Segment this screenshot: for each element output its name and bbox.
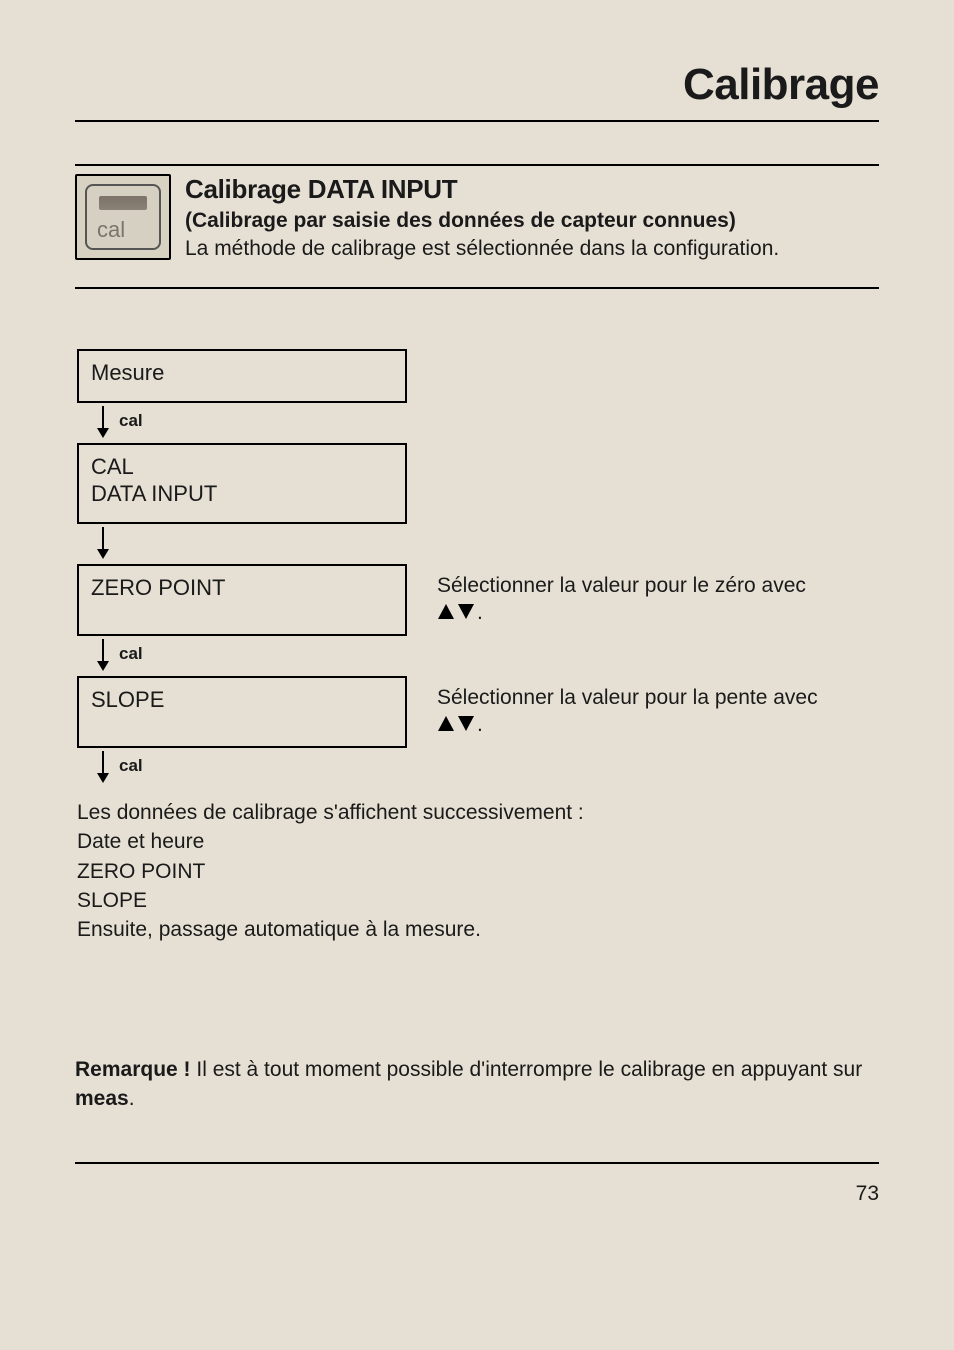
flow-box-line: DATA INPUT: [91, 481, 217, 506]
page-number: 73: [75, 1182, 879, 1206]
separator: [75, 287, 879, 289]
flow-box-cal-data-input: CAL DATA INPUT: [77, 443, 407, 524]
post-flow-text: Les données de calibrage s'affichent suc…: [77, 798, 879, 945]
note-bold: Remarque !: [75, 1058, 191, 1081]
top-rule: [75, 164, 879, 166]
down-arrow-icon: [95, 639, 111, 673]
down-arrow-icon: [95, 751, 111, 785]
flow-arrow-label: cal: [119, 411, 143, 435]
cal-key-image: cal: [75, 174, 171, 260]
flow-box-zero-point: ZERO POINT: [77, 564, 407, 636]
post-line: ZERO POINT: [77, 857, 879, 886]
note-paragraph: Remarque ! Il est à tout moment possible…: [75, 1055, 879, 1114]
flow-arrow: cal: [77, 748, 879, 788]
note-meas: meas: [75, 1087, 129, 1110]
desc-text: Sélectionner la valeur pour la pente ave…: [437, 686, 818, 709]
desc-text: .: [477, 713, 483, 736]
flow-arrow-label: cal: [119, 756, 143, 780]
section-subheading: (Calibrage par saisie des données de cap…: [185, 209, 879, 233]
flow-arrow: cal: [77, 403, 879, 443]
page-title: Calibrage: [75, 60, 879, 122]
flow-arrow: cal: [77, 636, 879, 676]
post-line: Ensuite, passage automatique à la mesure…: [77, 915, 879, 944]
note-text: Il est à tout moment possible d'interrom…: [191, 1058, 863, 1081]
post-line: Les données de calibrage s'affichent suc…: [77, 798, 879, 827]
down-arrow-icon: [95, 406, 111, 440]
flow-arrow-label: cal: [119, 644, 143, 668]
flow-box-slope: SLOPE: [77, 676, 407, 748]
note-end: .: [129, 1087, 135, 1110]
down-arrow-icon: [95, 527, 111, 561]
post-line: SLOPE: [77, 886, 879, 915]
flow-desc-slope: Sélectionner la valeur pour la pente ave…: [437, 676, 879, 741]
desc-text: Sélectionner la valeur pour le zéro avec: [437, 574, 806, 597]
up-down-triangle-icon: [437, 713, 477, 740]
flow-box-line: CAL: [91, 454, 134, 479]
bottom-rule: [75, 1162, 879, 1164]
flow-arrow: [77, 524, 879, 564]
desc-text: .: [477, 601, 483, 624]
up-down-triangle-icon: [437, 601, 477, 628]
cal-key-label: cal: [97, 217, 125, 243]
section-paragraph: La méthode de calibrage est sélectionnée…: [185, 235, 879, 263]
flow-desc-zero: Sélectionner la valeur pour le zéro avec…: [437, 564, 879, 629]
section-heading: Calibrage DATA INPUT: [185, 174, 879, 205]
flow-box-mesure: Mesure: [77, 349, 407, 403]
post-line: Date et heure: [77, 827, 879, 856]
